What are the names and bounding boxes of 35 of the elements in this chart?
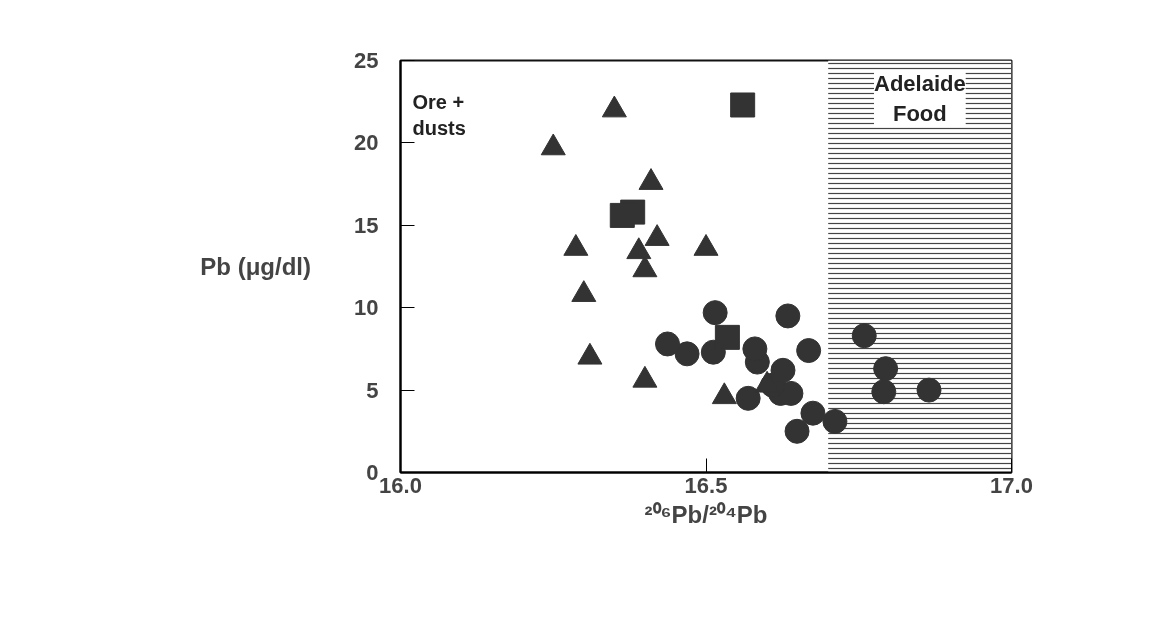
y-tick-label: 20 xyxy=(354,130,379,156)
point xyxy=(822,408,848,434)
point xyxy=(655,331,681,357)
y-tick-label: 25 xyxy=(354,48,379,73)
point xyxy=(851,323,877,349)
point xyxy=(770,357,796,383)
point xyxy=(916,377,942,403)
point xyxy=(784,418,810,444)
y-tick-label: 0 xyxy=(366,460,379,485)
point xyxy=(601,95,627,118)
point xyxy=(693,234,719,256)
y-tick-label: 10 xyxy=(354,295,379,321)
x-tick-label: 16.0 xyxy=(379,472,422,498)
y-tick-label: 15 xyxy=(354,212,379,238)
point xyxy=(563,234,589,256)
point xyxy=(775,303,801,329)
point xyxy=(735,385,761,411)
y-tick-label: 5 xyxy=(366,377,379,403)
band-label: Adelaide Food xyxy=(874,70,966,126)
x-axis-title: ²⁰⁶Pb/²⁰⁴Pb xyxy=(644,500,768,528)
point xyxy=(800,400,826,426)
point xyxy=(540,133,566,156)
point xyxy=(644,224,670,246)
annotation: Ore + dusts xyxy=(412,90,466,139)
point xyxy=(626,237,652,260)
point xyxy=(714,324,740,350)
point xyxy=(674,341,700,367)
point xyxy=(702,300,728,326)
point xyxy=(873,356,899,382)
x-tick-label: 16.5 xyxy=(684,472,728,498)
point xyxy=(796,338,822,364)
y-axis-title: Pb (μg/dl) xyxy=(200,253,312,280)
x-tick-label: 17.0 xyxy=(990,472,1033,498)
point xyxy=(638,168,664,190)
point xyxy=(871,379,897,405)
